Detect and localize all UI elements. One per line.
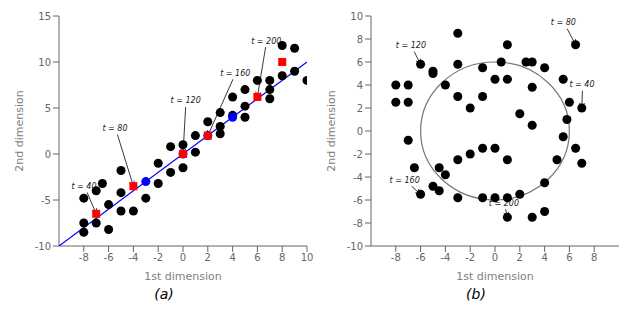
- svg-text:2: 2: [517, 252, 523, 263]
- svg-text:8: 8: [279, 252, 285, 263]
- svg-text:6: 6: [357, 57, 363, 68]
- svg-text:5: 5: [45, 103, 51, 114]
- svg-text:0: 0: [45, 149, 51, 160]
- svg-text:t = 200: t = 200: [488, 198, 519, 208]
- svg-text:-4: -4: [353, 172, 363, 183]
- svg-text:2: 2: [357, 103, 363, 114]
- svg-text:2nd dimension: 2nd dimension: [325, 90, 338, 171]
- svg-text:4: 4: [229, 252, 235, 263]
- svg-text:-8: -8: [353, 218, 363, 229]
- svg-text:t = 80: t = 80: [551, 18, 576, 27]
- svg-text:6: 6: [254, 252, 260, 263]
- svg-text:8: 8: [357, 34, 363, 45]
- svg-text:10: 10: [301, 252, 314, 263]
- svg-text:0: 0: [357, 126, 363, 137]
- svg-text:t = 200: t = 200: [251, 37, 281, 46]
- svg-text:t = 160: t = 160: [220, 69, 250, 78]
- svg-text:1st dimension: 1st dimension: [456, 270, 534, 283]
- svg-text:-5: -5: [41, 195, 51, 206]
- svg-text:-6: -6: [104, 252, 114, 263]
- svg-text:-6: -6: [416, 252, 426, 263]
- svg-text:-8: -8: [79, 252, 89, 263]
- svg-text:-4: -4: [440, 252, 450, 263]
- svg-text:-10: -10: [347, 241, 363, 252]
- svg-text:1st dimension: 1st dimension: [144, 270, 222, 283]
- svg-text:10: 10: [350, 11, 363, 22]
- svg-text:0: 0: [492, 252, 498, 263]
- svg-text:t = 120: t = 120: [396, 41, 426, 50]
- svg-text:10: 10: [38, 57, 51, 68]
- svg-text:-2: -2: [353, 149, 363, 160]
- html-text:(a): (a): [154, 286, 174, 302]
- svg-text:t = 80: t = 80: [102, 124, 127, 133]
- html-text:(b): (b): [466, 286, 486, 302]
- svg-text:6: 6: [566, 252, 572, 263]
- svg-text:t = 40: t = 40: [71, 182, 97, 191]
- svg-text:-2: -2: [153, 252, 163, 263]
- svg-text:8: 8: [591, 252, 597, 263]
- svg-text:t = 120: t = 120: [171, 96, 201, 105]
- svg-text:2: 2: [205, 252, 211, 263]
- svg-text:2nd dimension: 2nd dimension: [13, 90, 26, 171]
- svg-text:t = 40: t = 40: [569, 80, 594, 89]
- svg-text:-4: -4: [128, 252, 138, 263]
- svg-text:4: 4: [357, 80, 363, 91]
- svg-text:-8: -8: [391, 252, 401, 263]
- svg-text:-10: -10: [35, 241, 51, 252]
- svg-text:15: 15: [38, 11, 51, 22]
- svg-text:0: 0: [180, 252, 186, 263]
- svg-text:-6: -6: [353, 195, 363, 206]
- svg-text:-2: -2: [465, 252, 475, 263]
- svg-text:4: 4: [541, 252, 547, 263]
- svg-text:t = 160: t = 160: [390, 176, 420, 185]
